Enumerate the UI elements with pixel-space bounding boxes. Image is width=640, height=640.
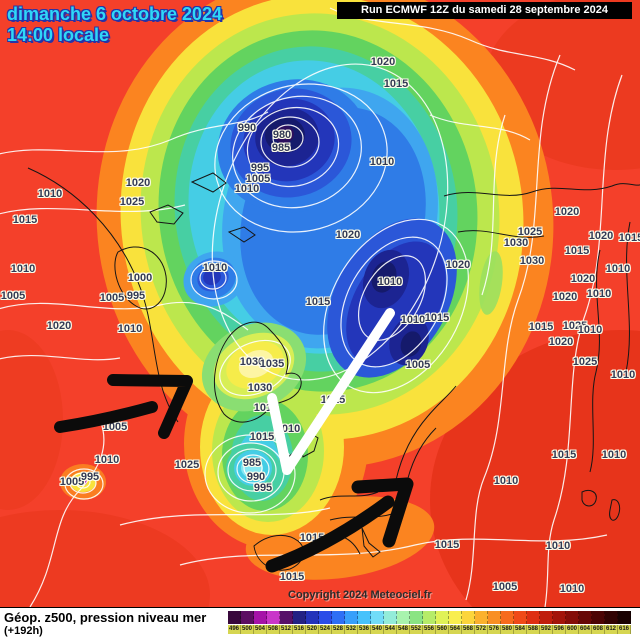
legend-title: Géop. z500, pression niveau mer (4, 610, 207, 625)
colorbar-cell (423, 611, 436, 624)
colorbar-cell (358, 611, 371, 624)
colorbar-value: 524 (319, 625, 332, 634)
colorbar-value: 560 (436, 625, 449, 634)
colorbar-cell (514, 611, 527, 624)
colorbar-value: 528 (332, 625, 345, 634)
colorbar-value: 612 (605, 625, 618, 634)
colorbar-cell (566, 611, 579, 624)
colorbar-value: 604 (579, 625, 592, 634)
colorbar-cell (579, 611, 592, 624)
colorbar-value: 608 (592, 625, 605, 634)
colorbar-value: 532 (345, 625, 358, 634)
colorbar-cells (228, 611, 631, 624)
colorbar-value: 500 (241, 625, 254, 634)
colorbar-value: 584 (514, 625, 527, 634)
colorbar-cell (592, 611, 605, 624)
colorbar-value: 548 (397, 625, 410, 634)
colorbar-value: 564 (449, 625, 462, 634)
colorbar-cell (436, 611, 449, 624)
copyright: Copyright 2024 Meteociel.fr (288, 589, 432, 601)
colorbar-cell (345, 611, 358, 624)
colorbar-value: 520 (306, 625, 319, 634)
weather-map: 990 980 985 995 1005 1010 1020 1015 1010 1020 1010… (0, 0, 640, 607)
colorbar-value: 592 (540, 625, 553, 634)
legend-bar: Géop. z500, pression niveau mer (+192h) … (0, 607, 640, 640)
colorbar-value: 616 (618, 625, 631, 634)
colorbar-cell (397, 611, 410, 624)
colorbar: 496 500 504 508 512 516 520 524 528 532 536 540 544 5… (228, 611, 631, 634)
colorbar-cell (384, 611, 397, 624)
colorbar-value: 536 (358, 625, 371, 634)
map-graphics (0, 0, 640, 607)
colorbar-cell (553, 611, 566, 624)
annotation-arrows (54, 308, 414, 573)
colorbar-cell (501, 611, 514, 624)
colorbar-value: 540 (371, 625, 384, 634)
map-datetime: dimanche 6 octobre 2024 14:00 locale (7, 4, 222, 46)
colorbar-cell (267, 611, 280, 624)
colorbar-cell (462, 611, 475, 624)
colorbar-cell (475, 611, 488, 624)
colorbar-value: 556 (423, 625, 436, 634)
isobar-contours (0, 7, 623, 607)
white-arrow-icon (267, 308, 395, 475)
colorbar-value: 580 (501, 625, 514, 634)
colorbar-cell (540, 611, 553, 624)
black-arrow-left-icon (54, 374, 193, 439)
colorbar-value: 552 (410, 625, 423, 634)
colorbar-cell (228, 611, 241, 624)
colorbar-cell (332, 611, 345, 624)
colorbar-cell (319, 611, 332, 624)
colorbar-value: 600 (566, 625, 579, 634)
colorbar-cell (410, 611, 423, 624)
colorbar-value: 568 (462, 625, 475, 634)
colorbar-value: 596 (553, 625, 566, 634)
pressure-field (60, 0, 554, 580)
map-local-time: 14:00 locale (7, 25, 110, 45)
colorbar-cell (371, 611, 384, 624)
colorbar-value: 496 (228, 625, 241, 634)
map-date: dimanche 6 octobre 2024 (7, 4, 223, 24)
colorbar-value: 508 (267, 625, 280, 634)
colorbar-value: 544 (384, 625, 397, 634)
colorbar-value: 576 (488, 625, 501, 634)
colorbar-cell (241, 611, 254, 624)
colorbar-cell (280, 611, 293, 624)
colorbar-value: 512 (280, 625, 293, 634)
colorbar-cell (618, 611, 631, 624)
colorbar-cell (254, 611, 267, 624)
colorbar-cell (449, 611, 462, 624)
colorbar-cell (306, 611, 319, 624)
black-arrow-bottom-icon (265, 477, 414, 573)
colorbar-value: 572 (475, 625, 488, 634)
forecast-hour: (+192h) (4, 625, 43, 637)
colorbar-values: 496 500 504 508 512 516 520 524 528 532 536 540 544 5… (228, 625, 631, 634)
colorbar-value: 588 (527, 625, 540, 634)
coastlines (27, 167, 640, 571)
colorbar-cell (605, 611, 618, 624)
colorbar-value: 516 (293, 625, 306, 634)
colorbar-cell (488, 611, 501, 624)
colorbar-cell (293, 611, 306, 624)
run-info: Run ECMWF 12Z du samedi 28 septembre 202… (337, 2, 632, 19)
colorbar-cell (527, 611, 540, 624)
colorbar-value: 504 (254, 625, 267, 634)
